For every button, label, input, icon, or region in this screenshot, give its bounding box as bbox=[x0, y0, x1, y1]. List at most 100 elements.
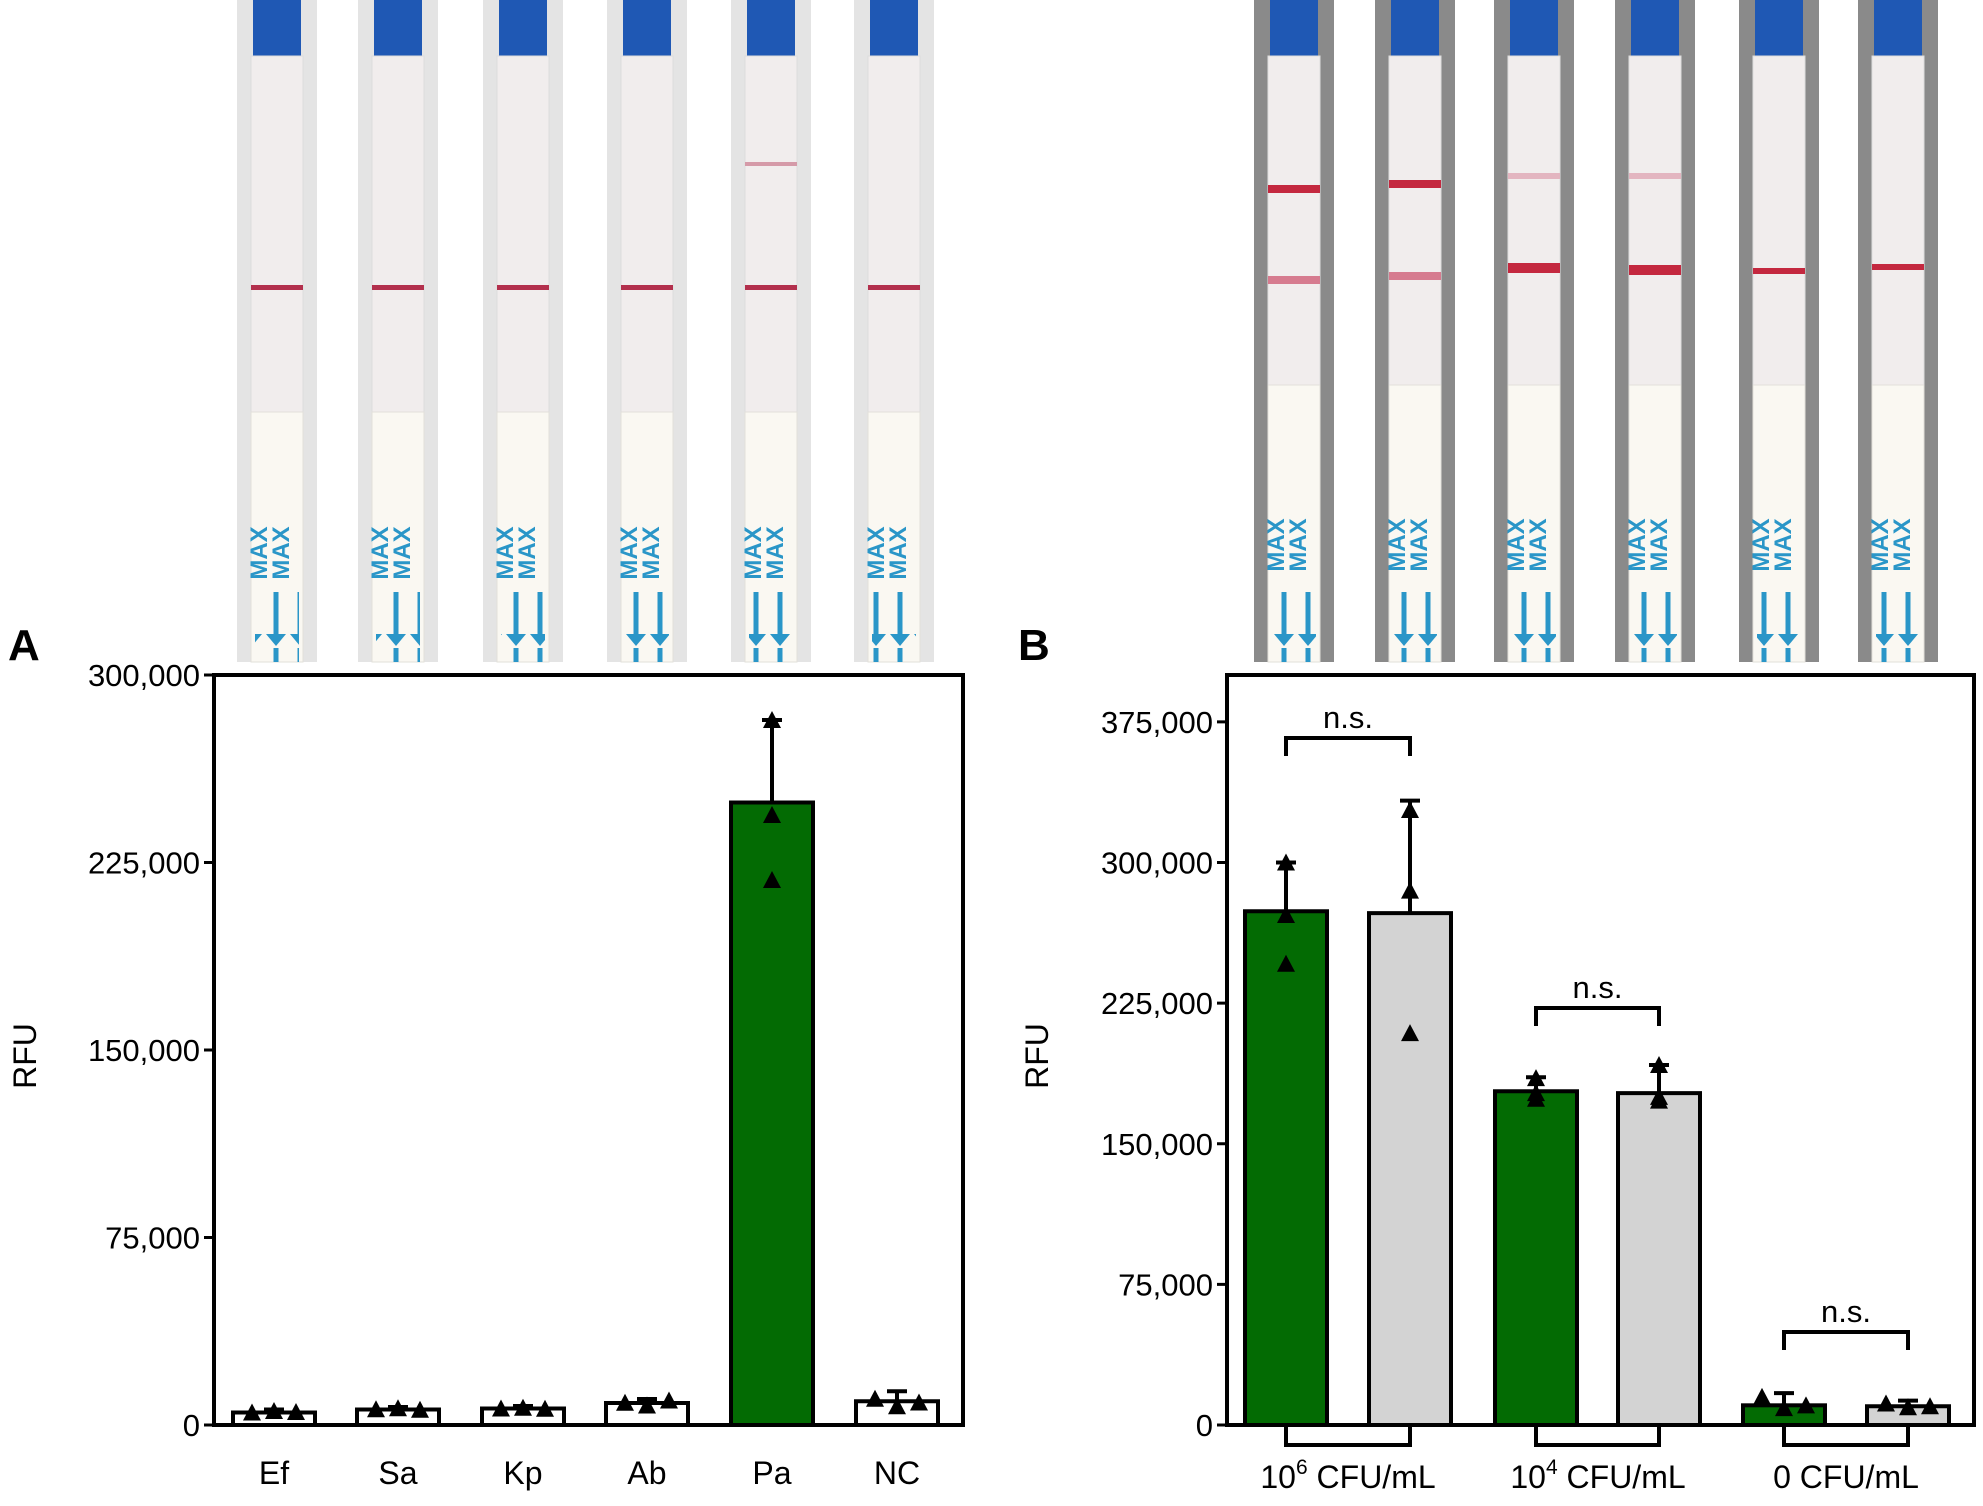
panel-a-y-axis-label: RFU bbox=[7, 1023, 43, 1089]
data-point bbox=[1899, 1398, 1917, 1416]
strip-max-mark: MAX bbox=[268, 526, 295, 579]
bar bbox=[729, 800, 815, 1427]
data-point bbox=[763, 711, 781, 728]
test-line bbox=[251, 285, 303, 290]
data-point bbox=[763, 806, 781, 823]
strip-arrows bbox=[501, 592, 545, 662]
y-tick-label: 300,000 bbox=[1101, 846, 1213, 881]
blue-pad bbox=[499, 0, 547, 56]
strip-max-mark: MAX bbox=[1770, 518, 1797, 571]
bar bbox=[1243, 909, 1329, 1427]
data-point bbox=[638, 1396, 656, 1414]
strip-arrows bbox=[1393, 592, 1437, 662]
y-tick-label: 225,000 bbox=[1101, 986, 1213, 1021]
blue-pad bbox=[623, 0, 671, 56]
strip-arrows bbox=[872, 592, 916, 662]
blue-pad bbox=[870, 0, 918, 56]
membrane bbox=[620, 55, 674, 413]
data-point bbox=[1277, 853, 1295, 871]
data-point bbox=[411, 1400, 429, 1418]
panel-a-plot-frame bbox=[212, 673, 965, 1427]
strip-arrows bbox=[1512, 592, 1556, 662]
data-point bbox=[1650, 1056, 1668, 1073]
strip-max-mark: MAX bbox=[367, 526, 394, 579]
y-tick-label: 225,000 bbox=[88, 846, 200, 881]
bar bbox=[1367, 911, 1453, 1427]
y-tick-label: 0 bbox=[183, 1408, 200, 1443]
group-label: 104 CFU/mL bbox=[1510, 1456, 1685, 1495]
panel-b-plot-frame bbox=[1225, 673, 1976, 1427]
y-tick-label: 375,000 bbox=[1101, 705, 1213, 740]
data-point bbox=[888, 1397, 906, 1415]
data-point bbox=[1401, 881, 1419, 899]
data-point bbox=[1877, 1394, 1895, 1412]
membrane bbox=[744, 55, 798, 413]
y-tick-label: 75,000 bbox=[105, 1221, 200, 1256]
strip-arrows bbox=[255, 592, 299, 662]
membrane bbox=[1628, 55, 1682, 386]
group-bracket bbox=[1782, 1425, 1910, 1447]
blue-pad bbox=[1755, 0, 1803, 56]
data-point bbox=[1753, 1387, 1771, 1405]
significance-label: n.s. bbox=[1821, 1294, 1871, 1329]
data-point bbox=[763, 871, 781, 888]
blue-pad bbox=[1270, 0, 1318, 56]
strip-arrows bbox=[1757, 592, 1801, 662]
x-tick-label: Ab bbox=[627, 1455, 666, 1491]
strip-max-mark: MAX bbox=[1748, 518, 1775, 571]
data-point bbox=[616, 1393, 634, 1411]
test-line bbox=[1268, 185, 1320, 193]
significance-bracket bbox=[1782, 1330, 1910, 1350]
data-point bbox=[492, 1399, 510, 1417]
membrane bbox=[867, 55, 921, 413]
data-point bbox=[1401, 801, 1419, 818]
strip-arrows bbox=[1876, 592, 1920, 662]
significance-bracket bbox=[1534, 1006, 1661, 1026]
blue-pad bbox=[1874, 0, 1922, 56]
data-point bbox=[1277, 954, 1295, 972]
strip-max-mark: MAX bbox=[885, 526, 912, 579]
data-point bbox=[536, 1399, 554, 1417]
data-point bbox=[514, 1398, 532, 1416]
strip-max-mark: MAX bbox=[1384, 518, 1411, 571]
data-point bbox=[389, 1399, 407, 1417]
group-label: 0 CFU/mL bbox=[1773, 1459, 1919, 1495]
x-tick-label: Ef bbox=[259, 1455, 289, 1491]
blue-pad bbox=[1510, 0, 1558, 56]
data-point bbox=[1775, 1399, 1793, 1417]
panel-a-bar-chart: 0 75,000 150,000 225,000 300,000 Ef Sa Kp Ab Pa NC bbox=[88, 658, 965, 1491]
test-line bbox=[745, 162, 797, 166]
membrane bbox=[1388, 55, 1442, 386]
test-line bbox=[1629, 265, 1681, 275]
strip-max-mark: MAX bbox=[246, 526, 273, 579]
strip-max-mark: MAX bbox=[638, 526, 665, 579]
test-line bbox=[621, 285, 673, 290]
strip-max-mark: MAX bbox=[1624, 518, 1651, 571]
data-point bbox=[367, 1400, 385, 1418]
blue-pad bbox=[253, 0, 301, 56]
strip-max-mark: MAX bbox=[1525, 518, 1552, 571]
group-bracket bbox=[1534, 1425, 1661, 1447]
data-point bbox=[1797, 1396, 1815, 1414]
strip-max-mark: MAX bbox=[1406, 518, 1433, 571]
test-line bbox=[1872, 264, 1924, 270]
membrane bbox=[496, 55, 550, 413]
x-tick-label: Pa bbox=[752, 1455, 791, 1491]
y-tick-label: 75,000 bbox=[1118, 1267, 1213, 1302]
strip-arrows bbox=[1272, 592, 1316, 662]
strip-max-mark: MAX bbox=[514, 526, 541, 579]
membrane bbox=[1507, 55, 1561, 386]
strip-max-mark: MAX bbox=[389, 526, 416, 579]
data-point bbox=[1650, 1087, 1668, 1105]
data-point bbox=[1527, 1069, 1545, 1087]
data-point bbox=[265, 1402, 283, 1419]
strip-arrows bbox=[1633, 592, 1677, 662]
